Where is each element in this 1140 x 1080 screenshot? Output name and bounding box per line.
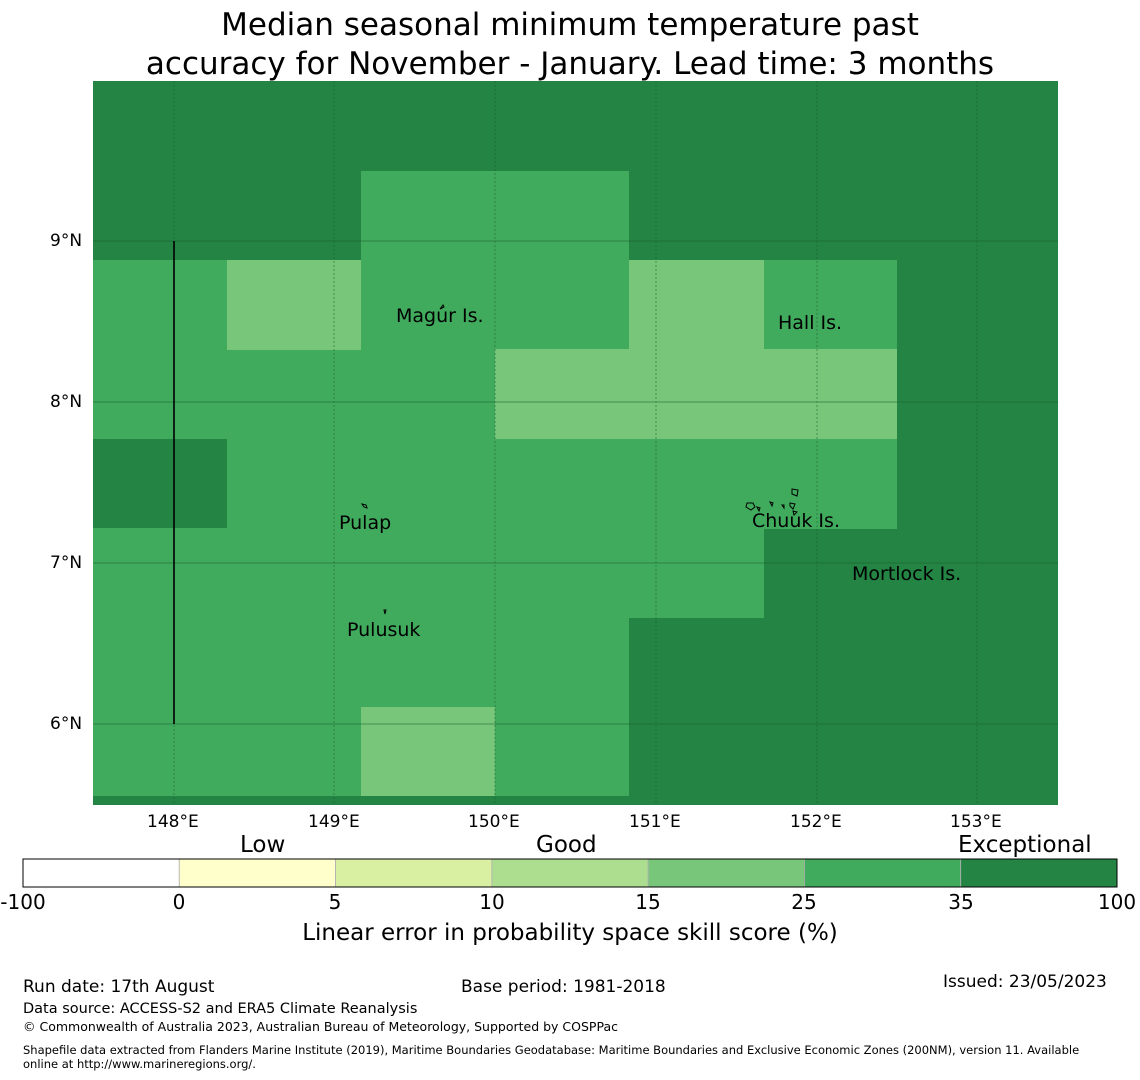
place-label-pulusuk: Pulusuk bbox=[347, 619, 421, 641]
place-label-hall: Hall Is. bbox=[778, 312, 843, 334]
lon-label: 152°E bbox=[790, 812, 842, 832]
colorbar-swatch bbox=[178, 858, 336, 888]
place-label-chuuk: Chuuk Is. bbox=[752, 510, 840, 532]
lat-label: 7°N bbox=[50, 553, 83, 573]
grid-cell bbox=[227, 260, 361, 350]
lat-label: 6°N bbox=[50, 714, 83, 734]
shapefile-credit-line-2: online at http://www.marineregions.org/. bbox=[23, 1057, 256, 1071]
colorbar-title: Linear error in probability space skill … bbox=[302, 920, 838, 946]
colorbar-swatch bbox=[960, 858, 1118, 888]
copyright-notice: © Commonwealth of Australia 2023, Austra… bbox=[23, 1019, 618, 1034]
island-outlines bbox=[360, 304, 799, 615]
shapefile-credit-line-1: Shapefile data extracted from Flanders M… bbox=[23, 1043, 1080, 1057]
chuuk-island-outlines bbox=[745, 488, 799, 516]
grid-cell bbox=[361, 171, 629, 261]
grid-cell bbox=[495, 349, 897, 439]
place-label-mortlock: Mortlock Is. bbox=[852, 563, 962, 585]
colorbar-category-low: Low bbox=[240, 832, 286, 858]
map-title-line-2: accuracy for November - January. Lead ti… bbox=[145, 46, 995, 82]
colorbar-tick: 5 bbox=[328, 890, 342, 914]
grid-cell bbox=[629, 439, 897, 529]
magur-island-outline bbox=[439, 304, 445, 310]
colorbar-category-exceptional: Exceptional bbox=[958, 832, 1092, 858]
base-period: Base period: 1981-2018 bbox=[461, 977, 666, 997]
issued-date: Issued: 23/05/2023 bbox=[943, 972, 1107, 992]
skill-grid-cells bbox=[93, 81, 1058, 805]
lon-label: 148°E bbox=[147, 812, 199, 832]
colorbar-swatch bbox=[22, 858, 180, 888]
colorbar-tick: 100 bbox=[1097, 890, 1137, 914]
lon-label: 149°E bbox=[308, 812, 360, 832]
map-title-line-1: Median seasonal minimum temperature past bbox=[221, 7, 919, 43]
grid-cell bbox=[629, 528, 764, 618]
colorbar bbox=[22, 858, 1118, 888]
colorbar-swatch bbox=[335, 858, 493, 888]
colorbar-tick: 25 bbox=[791, 890, 817, 914]
place-label-pulap: Pulap bbox=[339, 512, 392, 534]
data-source: Data source: ACCESS-S2 and ERA5 Climate … bbox=[23, 1001, 418, 1017]
grid-cell bbox=[227, 439, 629, 529]
lat-label: 9°N bbox=[50, 231, 83, 251]
colorbar-swatch bbox=[804, 858, 962, 888]
colorbar-tick: 35 bbox=[948, 890, 974, 914]
colorbar-tick: 10 bbox=[479, 890, 505, 914]
place-label-magur: Magur Is. bbox=[396, 305, 484, 327]
lon-label: 150°E bbox=[468, 812, 520, 832]
colorbar-category-good: Good bbox=[536, 832, 597, 858]
grid-cell bbox=[629, 260, 764, 350]
grid-cell bbox=[361, 707, 495, 796]
run-date: Run date: 17th August bbox=[23, 977, 215, 997]
lat-label: 8°N bbox=[50, 392, 83, 412]
colorbar-tick: 0 bbox=[172, 890, 186, 914]
lon-label: 153°E bbox=[950, 812, 1002, 832]
map-gridlines bbox=[93, 81, 1058, 805]
colorbar-swatch bbox=[491, 858, 649, 888]
colorbar-tick: -100 bbox=[0, 890, 46, 914]
pulap-island-outline bbox=[360, 503, 368, 509]
pulusuk-island-outline bbox=[383, 609, 387, 615]
colorbar-swatch bbox=[647, 858, 805, 888]
colorbar-tick: 15 bbox=[635, 890, 661, 914]
lon-label: 151°E bbox=[629, 812, 681, 832]
